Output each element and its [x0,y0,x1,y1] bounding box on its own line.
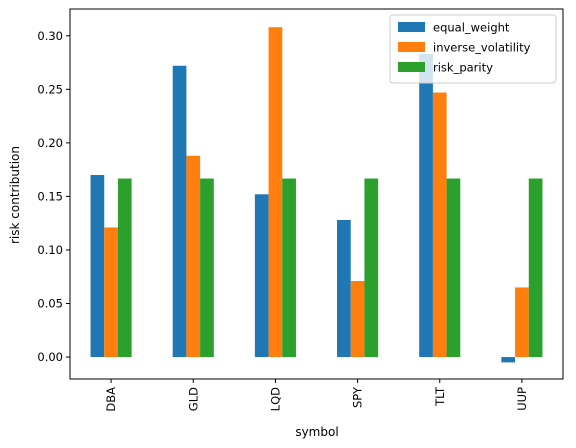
bar-equal_weight-TLT [419,53,433,358]
bar-inverse_volatility-LQD [268,27,283,358]
legend-box [389,14,557,84]
bar-inverse_volatility-SPY [350,281,365,358]
bar-risk_parity-TLT [446,178,461,358]
bar-risk_parity-DBA [117,178,132,358]
bar-equal_weight-UUP [501,357,516,363]
plot-area [90,27,543,363]
bar-risk_parity-GLD [200,178,214,358]
bar-inverse_volatility-UUP [515,287,529,358]
y-axis-label: risk contribution [8,146,22,244]
y-tick-label: 0.30 [37,29,63,43]
bar-equal_weight-GLD [172,65,187,358]
bar-equal_weight-LQD [254,194,269,358]
y-tick-label: 0.10 [37,243,63,257]
y-tick-label: 0.00 [37,350,63,364]
legend-swatch-risk_parity [398,62,425,72]
bar-risk_parity-UUP [528,178,543,358]
x-tick-label: GLD [186,387,200,411]
legend-swatch-inverse_volatility [398,42,425,52]
bar-inverse_volatility-TLT [432,92,447,358]
legend-label-equal_weight: equal_weight [433,21,510,35]
x-tick-label: UUP [515,387,529,411]
legend-swatch-equal_weight [398,22,425,32]
bar-inverse_volatility-DBA [104,227,118,358]
x-tick-label: DBA [104,387,118,412]
plot-frame [69,8,564,380]
bar-risk_parity-LQD [282,178,296,358]
y-tick-label: 0.20 [37,136,63,150]
x-tick-label: TLT [433,386,447,407]
legend-label-inverse_volatility: inverse_volatility [433,41,531,55]
y-axis: 0.00 0.05 0.10 0.15 0.20 0.25 0.30 [37,29,70,364]
y-tick-label: 0.15 [37,189,63,203]
bar-equal_weight-SPY [337,219,351,358]
bar-inverse_volatility-GLD [186,155,201,358]
x-axis-label: symbol [295,425,338,439]
bar-equal_weight-DBA [90,174,105,358]
y-tick-label: 0.05 [37,297,63,311]
bar-risk_parity-SPY [364,178,379,358]
legend-label-risk_parity: risk_parity [433,61,493,75]
x-axis: DBA GLD LQD SPY TLT UUP [104,379,529,412]
x-tick-label: SPY [351,386,365,408]
x-tick-label: LQD [268,387,282,411]
y-tick-label: 0.25 [37,82,63,96]
legend: equal_weight inverse_volatility risk_parit… [389,14,557,84]
